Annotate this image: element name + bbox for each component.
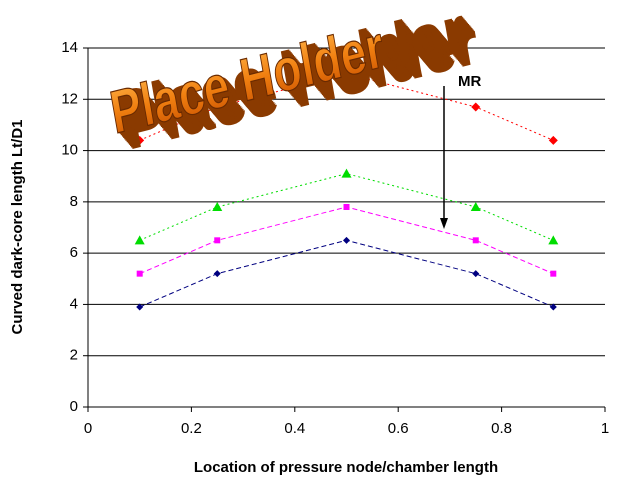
marker (471, 102, 481, 112)
marker (136, 303, 144, 311)
marker (135, 135, 145, 145)
x-axis-title: Location of pressure node/chamber length (194, 459, 498, 476)
marker (134, 235, 145, 245)
marker (549, 303, 557, 311)
marker (212, 102, 222, 112)
marker (472, 270, 480, 278)
arrow-head (440, 218, 448, 229)
y-tick-label: 14 (61, 39, 78, 56)
marker (213, 270, 221, 278)
marker (341, 168, 352, 178)
x-tick-label: 1 (601, 420, 609, 437)
y-tick-label: 12 (61, 90, 78, 107)
marker (212, 201, 223, 211)
y-tick-label: 0 (70, 398, 78, 415)
marker (550, 270, 557, 277)
series-line (139, 239, 554, 308)
marker (343, 236, 350, 244)
marker (136, 270, 143, 277)
marker (470, 201, 481, 211)
series-line (139, 73, 554, 141)
x-tick-label: 0.4 (284, 420, 305, 437)
marker (548, 135, 558, 145)
marker (472, 237, 479, 244)
x-tick-label: 0 (84, 420, 92, 437)
y-tick-label: 4 (70, 295, 78, 312)
x-tick-label: 0.6 (388, 420, 409, 437)
y-tick-label: 10 (61, 142, 78, 159)
marker (548, 235, 559, 245)
marker (343, 203, 350, 210)
y-axis-title: Curved dark-core length Lt/D1 (9, 119, 26, 334)
marker (214, 237, 221, 244)
y-tick-label: 2 (70, 347, 78, 364)
y-tick-label: 8 (70, 193, 78, 210)
y-tick-label: 6 (70, 244, 78, 261)
x-tick-label: 0.8 (491, 420, 512, 437)
series-line (139, 173, 554, 241)
annotation: MR (458, 73, 481, 90)
x-tick-label: 0.2 (181, 420, 202, 437)
marker (342, 69, 351, 79)
